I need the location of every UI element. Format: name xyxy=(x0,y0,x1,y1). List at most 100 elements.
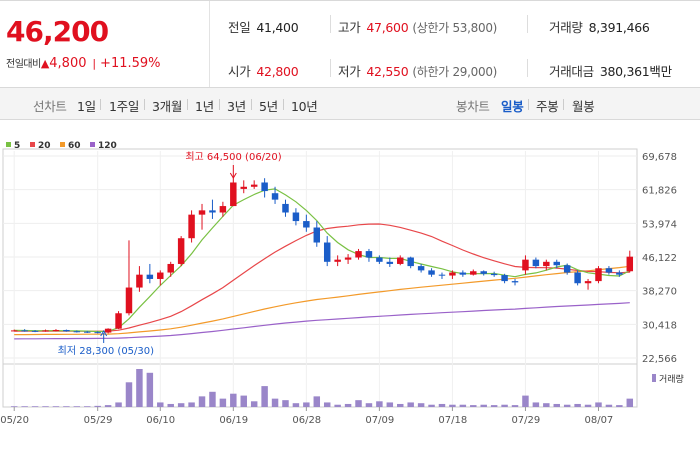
volume-bar xyxy=(626,398,634,407)
volume-bar xyxy=(146,372,154,407)
candle-body xyxy=(188,214,195,239)
volume-bar xyxy=(52,406,60,407)
volume-bar xyxy=(167,403,174,407)
y-tick-label: 61,826 xyxy=(642,186,677,197)
daily-candle-button[interactable]: 일봉 xyxy=(501,99,524,114)
change-percent: +11.59% xyxy=(100,56,161,71)
weekly-candle-button[interactable]: 주봉 xyxy=(536,99,559,114)
prev-close-label: 전일 xyxy=(228,20,251,35)
candle-body xyxy=(490,273,498,276)
high-stat: 고가 47,600 (상한가 53,800) xyxy=(338,17,497,36)
volume-bar xyxy=(334,404,341,407)
volume-bar xyxy=(219,398,227,407)
candle-body xyxy=(480,271,487,274)
candle-body xyxy=(470,271,477,275)
toolbar-divider xyxy=(283,99,284,110)
range-3y-button[interactable]: 3년 xyxy=(227,99,246,114)
monthly-candle-button[interactable]: 월봉 xyxy=(572,99,595,114)
high-arrow-head-icon xyxy=(229,172,237,179)
candle-body xyxy=(250,184,258,187)
range-1w-button[interactable]: 1주일 xyxy=(109,99,140,114)
candle-body xyxy=(84,331,91,333)
toolbar-divider xyxy=(563,99,564,110)
volume-bar xyxy=(563,404,571,407)
x-tick-label: 06/19 xyxy=(219,415,248,426)
candle-body xyxy=(344,257,352,260)
ma120-line xyxy=(14,302,630,340)
candle-body xyxy=(553,261,560,266)
change-separator: | xyxy=(92,57,97,70)
y-tick-label: 69,678 xyxy=(642,152,677,163)
volume-bar xyxy=(42,406,49,407)
range-1d-button[interactable]: 1일 xyxy=(77,99,96,114)
candle-body xyxy=(157,272,164,279)
range-5y-button[interactable]: 5년 xyxy=(259,99,278,114)
volume-bar xyxy=(125,382,133,407)
volume-bar xyxy=(553,403,560,407)
volume-bar xyxy=(480,404,487,407)
volume-bar xyxy=(21,406,28,407)
toolbar-divider xyxy=(219,99,220,110)
y-tick-label: 30,418 xyxy=(642,320,677,331)
toolbar-divider xyxy=(187,99,188,110)
change-row: 전일대비▲4,800 | +11.59% xyxy=(6,55,161,71)
legend-label: 120 xyxy=(98,141,117,151)
chart-toolbar: 선차트 1일 1주일 3개월 1년 3년 5년 10년 봉차트 일봉 주봉 월봉 xyxy=(0,88,700,120)
x-tick-label: 06/28 xyxy=(292,415,321,426)
volume-bar xyxy=(595,402,602,407)
volume-bar xyxy=(490,405,498,407)
legend-label: 60 xyxy=(68,141,81,151)
volume-bar xyxy=(584,404,592,407)
candle-body xyxy=(543,261,550,267)
range-10y-button[interactable]: 10년 xyxy=(291,99,318,114)
y-tick-label: 53,974 xyxy=(642,219,677,230)
candle-body xyxy=(240,186,247,189)
line-chart-label: 선차트 xyxy=(33,99,67,114)
volume-bar xyxy=(209,391,216,407)
volume-bar xyxy=(136,369,143,407)
volume-bar xyxy=(428,404,435,407)
quote-header: 46,200 전일대비▲4,800 | +11.59% 전일 41,400 고가 47… xyxy=(0,0,700,88)
open-label: 시가 xyxy=(228,64,251,79)
volume-bar xyxy=(84,406,91,407)
up-arrow-icon: ▲ xyxy=(40,57,50,70)
volume-bar xyxy=(470,405,477,407)
candlestick-chart[interactable]: 69,678 61,826 53,974 46,122 38,270 30,418 22,5… xyxy=(0,121,700,450)
candle-body xyxy=(271,193,279,200)
volume-bar xyxy=(501,404,508,407)
volume-bar xyxy=(532,402,540,407)
volume-bar xyxy=(574,403,581,407)
volume-bar xyxy=(31,406,39,407)
candle-body xyxy=(626,256,634,272)
candle-body xyxy=(31,330,39,332)
low-value: 42,550 xyxy=(366,64,409,79)
candle-body xyxy=(365,251,373,258)
volume-bar xyxy=(397,403,404,407)
candle-body xyxy=(595,268,602,282)
candle-body xyxy=(428,270,435,275)
candle-body xyxy=(501,275,508,282)
candle-body xyxy=(230,182,237,207)
volume-bar xyxy=(230,393,237,407)
range-3m-button[interactable]: 3개월 xyxy=(152,99,183,114)
volume-bar xyxy=(407,402,414,407)
candle-body xyxy=(198,210,206,215)
candle-body xyxy=(177,238,185,264)
candle-body xyxy=(397,257,404,264)
y-tick-label: 22,566 xyxy=(642,354,677,365)
volume-bar xyxy=(115,402,122,407)
volume-bar xyxy=(104,405,112,407)
candle-body xyxy=(522,259,529,271)
candle-body xyxy=(146,274,154,279)
volume-value: 8,391,466 xyxy=(588,20,650,35)
volume-bar xyxy=(198,396,206,407)
low-label: 저가 xyxy=(338,64,361,79)
candle-body xyxy=(334,259,341,262)
candle-body xyxy=(616,272,623,275)
volume-bar xyxy=(376,401,383,407)
candle-body xyxy=(563,265,571,273)
range-1y-button[interactable]: 1년 xyxy=(195,99,214,114)
volume-bar xyxy=(605,404,613,407)
high-annotation: 최고 64,500 (06/20) xyxy=(185,151,281,163)
